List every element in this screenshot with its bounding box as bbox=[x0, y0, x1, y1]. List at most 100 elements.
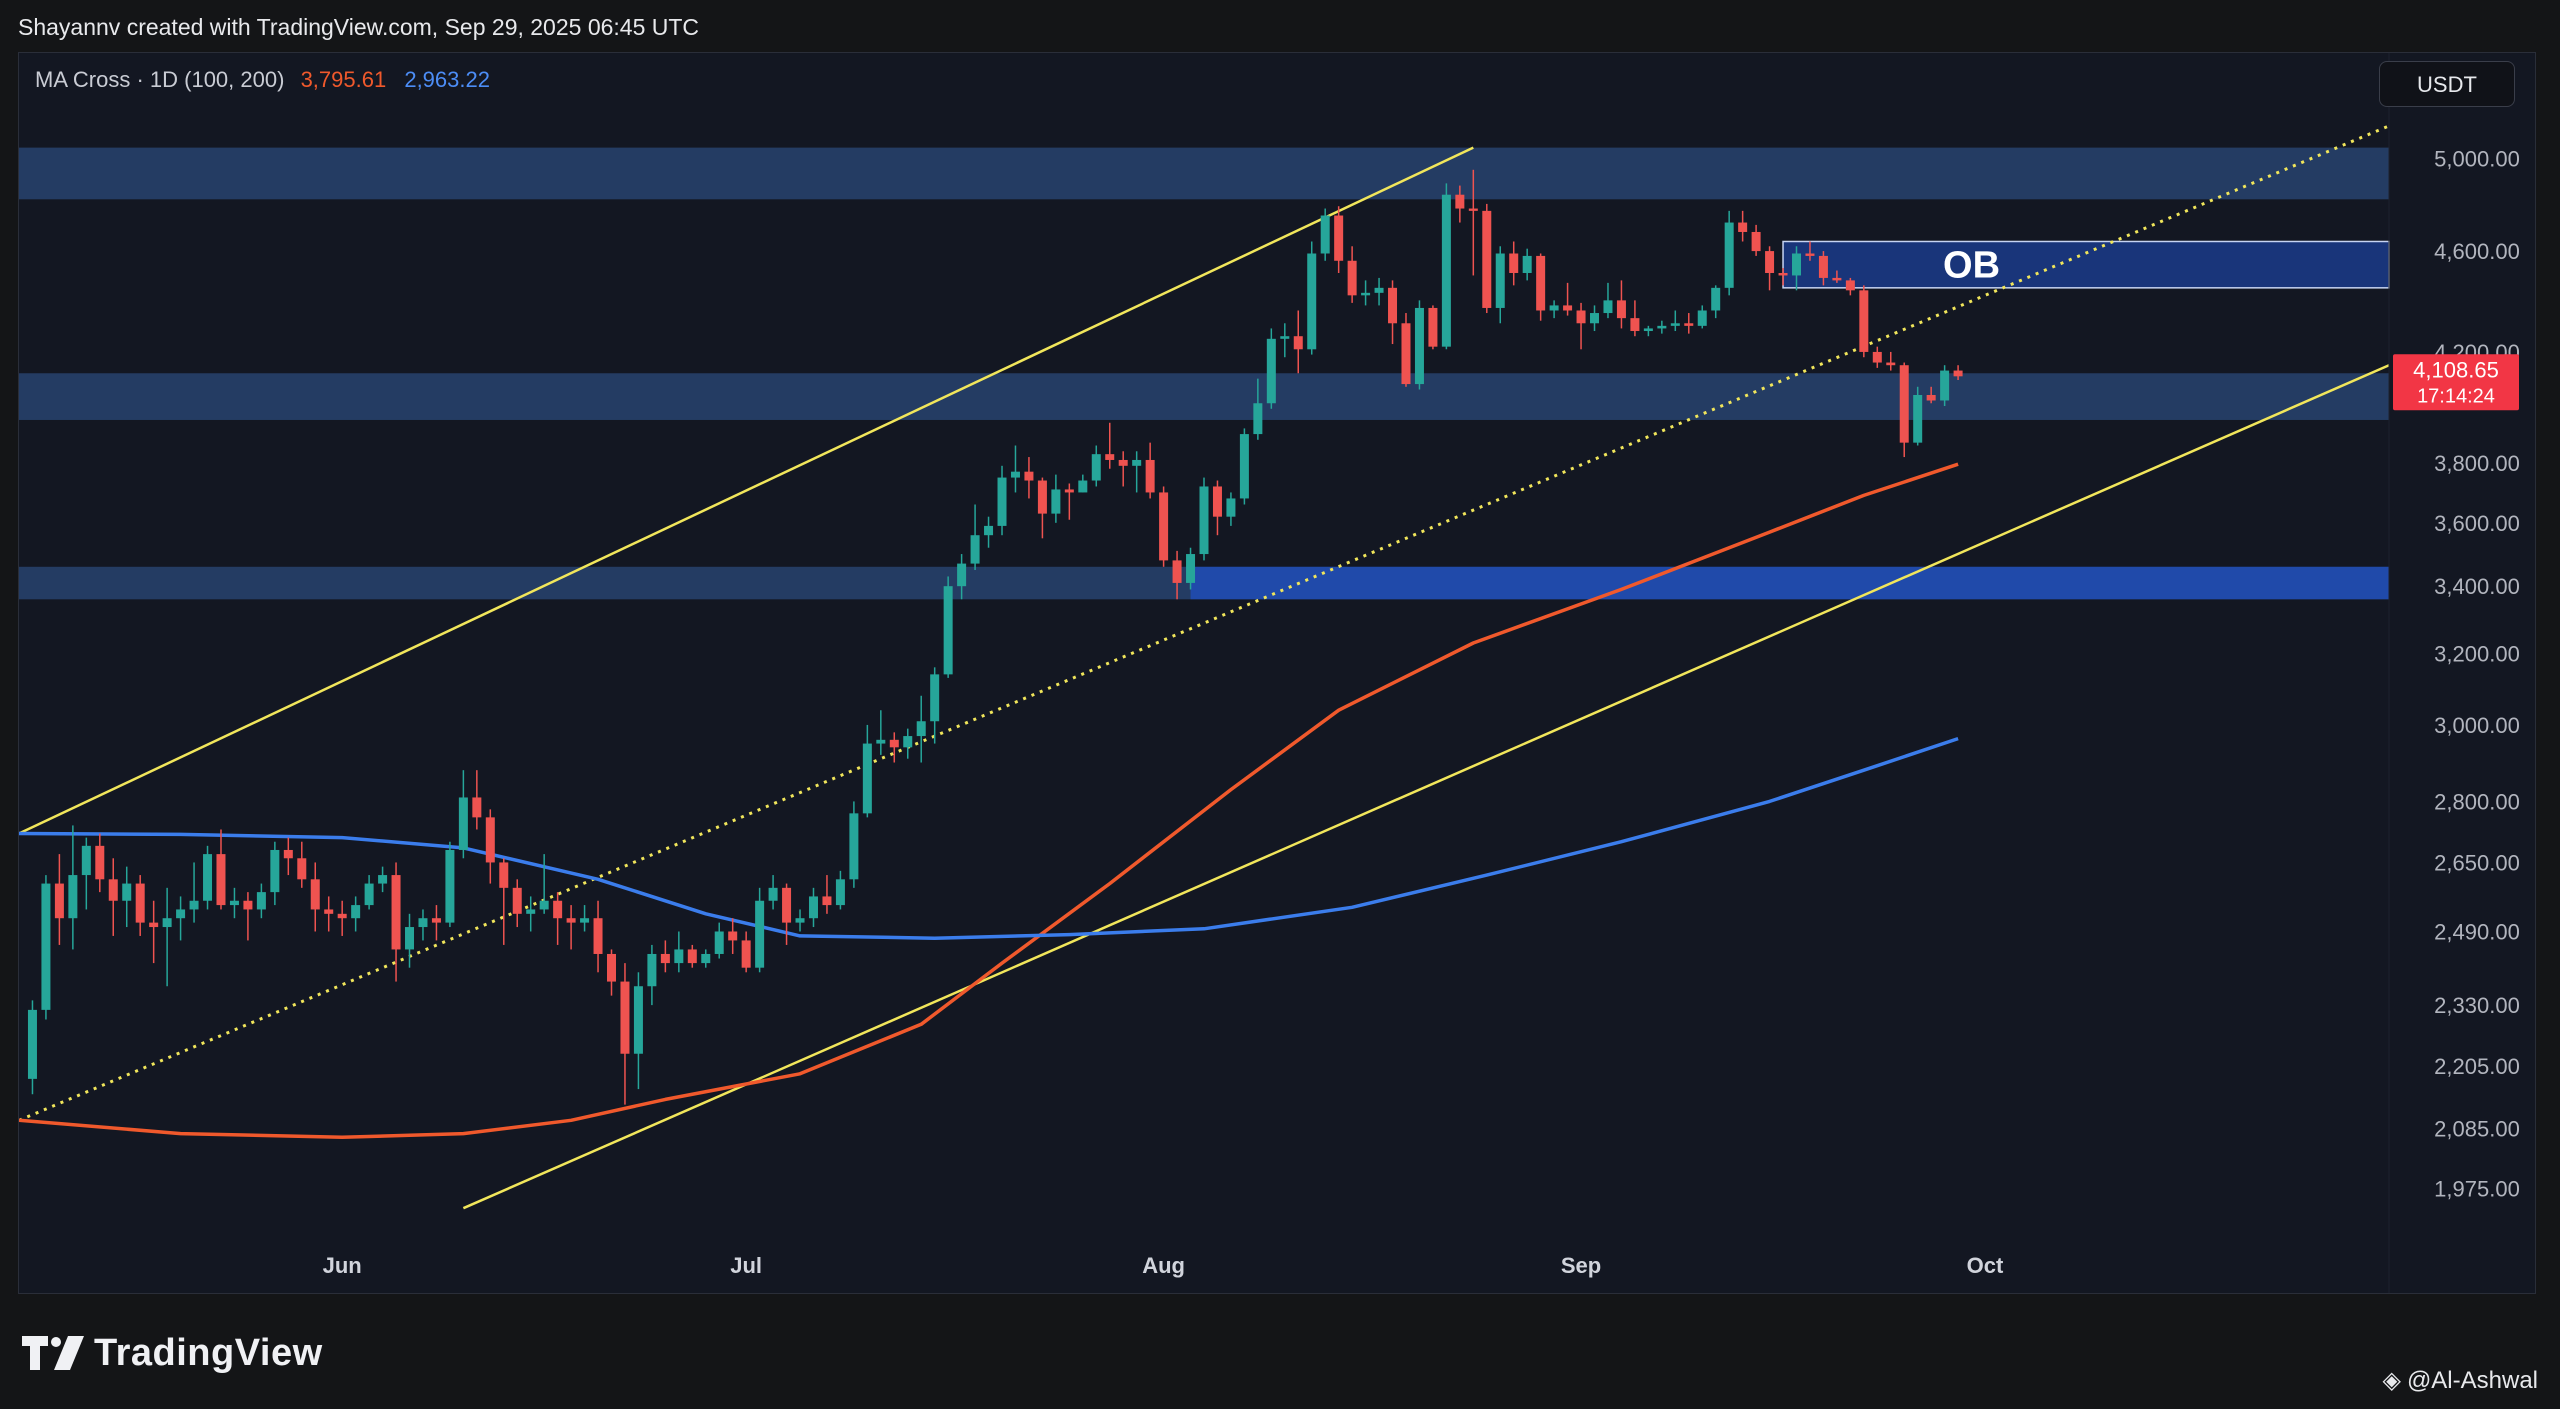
candle-body bbox=[1347, 260, 1357, 296]
ob-zone-label: OB bbox=[1943, 245, 2000, 287]
candle-body bbox=[782, 887, 792, 923]
candle-body bbox=[1724, 222, 1734, 288]
candle-body bbox=[1953, 370, 1963, 377]
candle-body bbox=[1414, 307, 1424, 385]
price-tick-label: 3,600.00 bbox=[2434, 511, 2520, 536]
candle-body bbox=[324, 909, 334, 914]
candle-body bbox=[445, 849, 455, 923]
candle-body bbox=[835, 879, 845, 906]
candle-body bbox=[876, 739, 886, 744]
price-tick-label: 3,800.00 bbox=[2434, 451, 2520, 476]
price-tick-label: 4,600.00 bbox=[2434, 239, 2520, 264]
candle-body bbox=[1159, 492, 1169, 561]
candle-body bbox=[1212, 486, 1222, 517]
candle-body bbox=[378, 875, 388, 884]
candle-body bbox=[27, 1009, 37, 1079]
price-chart[interactable]: OB 5,000.004,600.004,200.003,800.003,600… bbox=[19, 53, 2536, 1294]
candle-body bbox=[135, 883, 145, 923]
candle-body bbox=[714, 931, 724, 954]
candle-body bbox=[701, 953, 711, 964]
candle-body bbox=[297, 858, 307, 880]
candle-body bbox=[1334, 215, 1344, 261]
candle-body bbox=[1199, 486, 1209, 555]
zone-1 bbox=[19, 373, 2389, 420]
price-tick-label: 2,085.00 bbox=[2434, 1116, 2520, 1141]
candle-body bbox=[1361, 292, 1371, 296]
candle-body bbox=[728, 931, 738, 941]
candle-body bbox=[1374, 287, 1384, 293]
indicator-label: MA Cross · 1D (100, 200) bbox=[35, 67, 285, 92]
ma200-value: 2,963.22 bbox=[404, 67, 490, 92]
candle-body bbox=[553, 900, 563, 919]
candle-body bbox=[862, 743, 872, 814]
candle-body bbox=[1172, 560, 1182, 583]
candle-body bbox=[256, 892, 266, 910]
candle-body bbox=[1913, 394, 1923, 443]
candle-body bbox=[1616, 300, 1626, 319]
candle-body bbox=[458, 797, 468, 850]
candle-body bbox=[1266, 338, 1276, 404]
trendlines-layer bbox=[19, 124, 2390, 1210]
candle-body bbox=[1765, 251, 1775, 273]
candle-body bbox=[1778, 272, 1788, 276]
candle-body bbox=[1899, 365, 1909, 443]
candles-layer bbox=[27, 169, 1963, 1105]
candle-body bbox=[539, 900, 549, 910]
time-tick-label: Sep bbox=[1561, 1253, 1601, 1278]
time-tick-label: Jun bbox=[323, 1253, 362, 1278]
price-tick-label: 2,650.00 bbox=[2434, 850, 2520, 875]
candle-body bbox=[1670, 323, 1680, 326]
candle-body bbox=[822, 896, 832, 906]
candle-body bbox=[1751, 231, 1761, 252]
candle-body bbox=[216, 854, 226, 906]
candle-body bbox=[1091, 454, 1101, 481]
zones-layer: OB bbox=[19, 147, 2390, 600]
candle-body bbox=[768, 887, 778, 901]
candle-body bbox=[943, 586, 953, 675]
candle-body bbox=[1118, 459, 1128, 466]
currency-button[interactable]: USDT bbox=[2379, 61, 2515, 107]
ob-zone bbox=[1782, 240, 2390, 289]
candle-body bbox=[1239, 434, 1249, 499]
candle-body bbox=[499, 862, 509, 888]
axes-layer: 5,000.004,600.004,200.003,800.003,600.00… bbox=[323, 53, 2520, 1293]
last-price-value: 4,108.65 bbox=[2413, 357, 2499, 382]
candle-body bbox=[405, 927, 415, 950]
channel-line-1 bbox=[462, 364, 2390, 1210]
price-tick-label: 2,330.00 bbox=[2434, 993, 2520, 1018]
candle-body bbox=[1805, 253, 1815, 256]
header-credit: Shayannv created with TradingView.com, S… bbox=[18, 14, 700, 40]
candle-body bbox=[984, 525, 994, 536]
candle-body bbox=[930, 674, 940, 722]
indicator-legend[interactable]: MA Cross · 1D (100, 200) 3,795.61 2,963.… bbox=[35, 67, 490, 93]
tradingview-logo[interactable]: TradingView bbox=[22, 1328, 323, 1378]
candle-body bbox=[203, 854, 213, 901]
candle-body bbox=[687, 949, 697, 964]
candle-body bbox=[1280, 336, 1290, 339]
candle-body bbox=[1051, 489, 1061, 514]
candle-body bbox=[1037, 480, 1047, 514]
candle-body bbox=[270, 849, 280, 893]
candle-body bbox=[391, 875, 401, 950]
candle-body bbox=[674, 949, 684, 964]
candle-body bbox=[337, 913, 347, 919]
candle-body bbox=[310, 879, 320, 910]
author-handle: @Al-Ashwal bbox=[2406, 1366, 2538, 1394]
price-tick-label: 3,200.00 bbox=[2434, 641, 2520, 666]
candle-body bbox=[1145, 459, 1155, 493]
chart-panel[interactable]: OB 5,000.00 4,600.00 4,200.00 3,800.00 3,600… bbox=[18, 52, 2536, 1294]
candle-body bbox=[1792, 253, 1801, 276]
candle-body bbox=[1132, 459, 1142, 466]
candle-body bbox=[1536, 255, 1546, 311]
candle-body bbox=[1186, 554, 1196, 583]
candle-body bbox=[957, 563, 967, 587]
candle-body bbox=[1643, 328, 1653, 332]
price-tick-label: 2,490.00 bbox=[2434, 919, 2520, 944]
tradingview-logo-icon bbox=[22, 1336, 84, 1370]
candle-body bbox=[660, 953, 670, 964]
candle-body bbox=[1226, 498, 1236, 517]
candle-body bbox=[189, 900, 199, 910]
time-tick-label: Oct bbox=[1967, 1253, 2004, 1278]
candle-body bbox=[68, 875, 78, 919]
candle-body bbox=[1603, 300, 1613, 314]
